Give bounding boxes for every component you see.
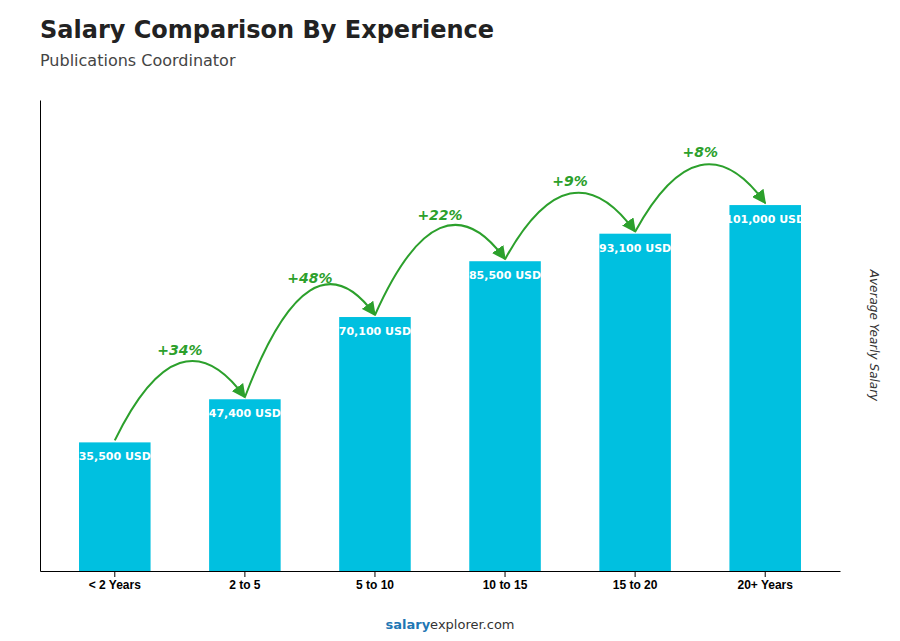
change-arc [375,225,505,315]
plot: < 2 Years 2 to 5 5 to 10 10 to 15 15 to 20 20… [41,101,841,592]
x-tick-label: 15 to 20 [613,578,658,592]
data-label: 35,500 USD [79,450,151,463]
x-axis-line [41,571,841,572]
data-label: 101,000 USD [725,213,805,226]
change-arc [245,284,375,397]
chart: Salary Comparison By Experience Publicati… [0,0,900,641]
change-arc [505,193,635,260]
y-axis [40,101,41,572]
x-tick-mark [114,571,115,577]
footer: salaryexplorer.com [385,617,514,632]
bar [339,317,411,571]
change-arc [115,361,245,440]
change-label: +34% [157,342,202,358]
x-tick: 15 to 20 [613,571,658,592]
x-tick: 5 to 10 [356,571,394,592]
subtitle: Publications Coordinator [40,51,236,70]
x-tick-mark [635,571,636,577]
title: Salary Comparison By Experience [40,16,494,44]
change-arc [635,164,765,231]
y-axis-label: Average Yearly Salary [867,269,881,402]
arcs: +34% +48% +22% +9% +8% [115,144,765,440]
footer-part: explorer.com [430,617,514,632]
bar [469,261,541,571]
bar [599,234,671,571]
change-label: +22% [417,207,462,223]
bar [79,442,151,571]
bars [79,205,801,571]
x-tick-label: 2 to 5 [229,578,261,592]
x-tick-label: 20+ Years [737,578,793,592]
x-tick-mark [244,571,245,577]
change-label: +9% [552,173,588,189]
data-label: 47,400 USD [209,407,281,420]
bar [729,205,801,571]
data-label: 70,100 USD [339,325,411,338]
change-label: +8% [682,144,718,160]
x-tick-label: < 2 Years [89,578,141,592]
x-tick-mark [505,571,506,577]
data-label: 85,500 USD [469,269,541,282]
data-labels: 35,500 USD 47,400 USD 70,100 USD 85,500 USD… [79,213,806,463]
x-tick: 2 to 5 [229,571,261,592]
x-axis: < 2 Years 2 to 5 5 to 10 10 to 15 15 to 20 20… [41,571,841,592]
x-tick-label: 5 to 10 [356,578,394,592]
x-tick: 10 to 15 [483,571,528,592]
x-tick-mark [374,571,375,577]
x-tick-label: 10 to 15 [483,578,528,592]
x-tick-mark [765,571,766,577]
y-axis-line [40,101,41,572]
bar [209,399,281,571]
data-label: 93,100 USD [599,242,671,255]
footer-part: salary [385,617,430,632]
x-tick: 20+ Years [737,571,793,592]
change-label: +48% [287,270,332,286]
x-tick: < 2 Years [89,571,141,592]
